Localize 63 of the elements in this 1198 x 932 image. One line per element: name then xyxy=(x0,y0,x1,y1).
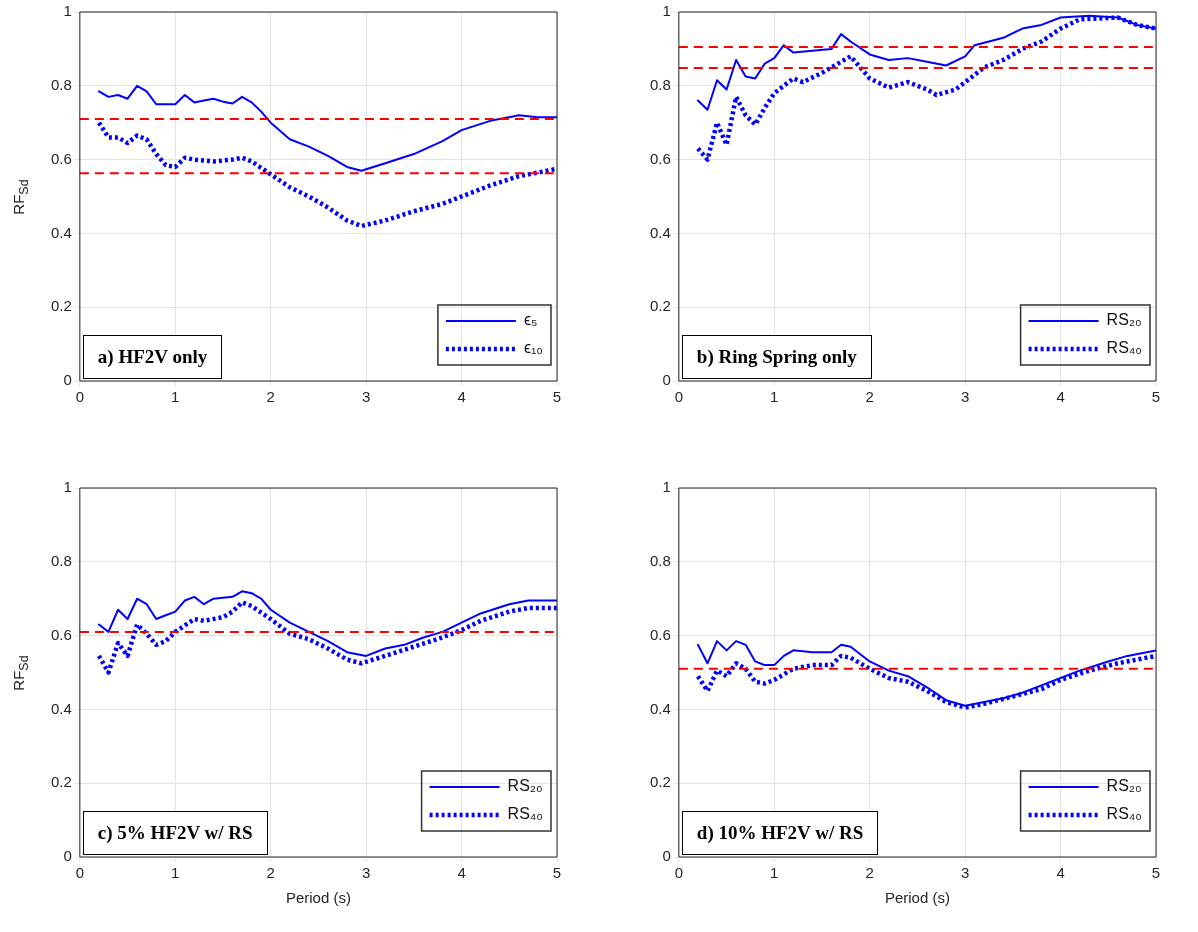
annotation: d) 10% HF2V w/ RS xyxy=(681,811,879,855)
x-tick-label: 1 xyxy=(770,388,779,406)
y-tick-label: 0 xyxy=(662,371,671,389)
x-tick-label: 5 xyxy=(1151,388,1161,406)
y-tick-label: 0.2 xyxy=(649,773,671,791)
y-tick-label: 0.6 xyxy=(649,149,671,167)
y-tick-label: 0.4 xyxy=(50,699,72,717)
x-tick-label: 4 xyxy=(457,388,466,406)
legend-label: RS₂₀ xyxy=(507,777,543,795)
y-tick-label: 0.4 xyxy=(649,223,671,241)
y-tick-label: 1 xyxy=(63,478,72,496)
x-tick-label: 1 xyxy=(770,864,779,882)
legend-label: ϵ₁₀ xyxy=(523,339,543,357)
y-tick-label: 0.6 xyxy=(649,625,671,643)
x-tick-label: 3 xyxy=(960,864,970,882)
x-tick-label: 3 xyxy=(361,388,371,406)
y-tick-label: 0.2 xyxy=(50,297,72,315)
x-tick-label: 3 xyxy=(960,388,970,406)
y-tick-label: 0.2 xyxy=(649,297,671,315)
x-tick-label: 4 xyxy=(1056,388,1065,406)
x-axis-title: Period (s) xyxy=(884,889,950,907)
y-tick-label: 0.8 xyxy=(50,75,72,93)
y-tick-label: 0 xyxy=(63,371,72,389)
x-tick-label: 0 xyxy=(674,864,684,882)
legend-label: RS₄₀ xyxy=(507,805,544,823)
x-tick-label: 3 xyxy=(361,864,371,882)
y-tick-label: 1 xyxy=(63,2,72,20)
x-tick-label: 1 xyxy=(171,388,180,406)
x-tick-label: 2 xyxy=(865,388,874,406)
y-tick-label: 0.6 xyxy=(50,625,72,643)
annotation: c) 5% HF2V w/ RS xyxy=(82,811,268,855)
x-tick-label: 5 xyxy=(552,864,562,882)
annotation: b) Ring Spring only xyxy=(681,335,872,379)
x-tick-label: 0 xyxy=(674,388,684,406)
x-tick-label: 5 xyxy=(552,388,562,406)
y-tick-label: 0.4 xyxy=(50,223,72,241)
y-tick-label: 0.2 xyxy=(50,773,72,791)
legend-label: RS₄₀ xyxy=(1106,805,1143,823)
x-tick-label: 1 xyxy=(171,864,180,882)
x-tick-label: 5 xyxy=(1151,864,1161,882)
x-tick-label: 0 xyxy=(75,864,85,882)
y-tick-label: 1 xyxy=(662,478,671,496)
x-tick-label: 2 xyxy=(266,388,275,406)
legend-label: ϵ₅ xyxy=(523,311,538,329)
x-tick-label: 4 xyxy=(1056,864,1065,882)
x-axis-title: Period (s) xyxy=(285,889,351,907)
y-tick-label: 0 xyxy=(63,847,72,865)
y-tick-label: 0.8 xyxy=(649,75,671,93)
line-series xyxy=(96,120,557,229)
x-tick-label: 2 xyxy=(865,864,874,882)
y-tick-label: 1 xyxy=(662,2,671,20)
y-tick-label: 0.6 xyxy=(50,149,72,167)
x-tick-label: 2 xyxy=(266,864,275,882)
y-tick-label: 0.8 xyxy=(649,551,671,569)
legend-label: RS₂₀ xyxy=(1106,311,1142,329)
legend-label: RS₂₀ xyxy=(1106,777,1142,795)
y-tick-label: 0.4 xyxy=(649,699,671,717)
y-tick-label: 0.8 xyxy=(50,551,72,569)
legend-label: RS₄₀ xyxy=(1106,339,1143,357)
annotation: a) HF2V only xyxy=(82,335,223,379)
x-tick-label: 4 xyxy=(457,864,466,882)
y-tick-label: 0 xyxy=(662,847,671,865)
x-tick-label: 0 xyxy=(75,388,85,406)
